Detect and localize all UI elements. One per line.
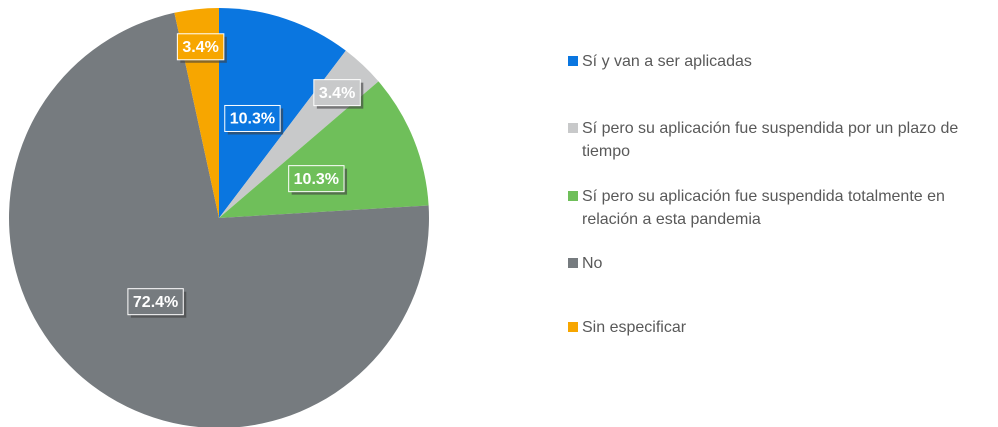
legend-label: Sí pero su aplicación fue suspendida por… bbox=[582, 120, 959, 160]
data-label-group: 72.4% bbox=[127, 288, 187, 318]
data-label-group: 3.4% bbox=[313, 79, 364, 109]
pie-slice bbox=[9, 12, 429, 427]
pie-slice bbox=[219, 81, 429, 218]
data-label: 3.4% bbox=[319, 85, 355, 102]
legend-swatch bbox=[568, 258, 578, 268]
legend-label: Sí y van a ser aplicadas bbox=[582, 53, 752, 70]
data-label: 10.3% bbox=[294, 171, 339, 188]
data-label-box bbox=[288, 165, 345, 193]
data-label-box bbox=[176, 33, 225, 61]
legend-label: Sin especificar bbox=[582, 319, 687, 336]
legend-item: Sin especificar bbox=[568, 316, 988, 339]
legend-swatch bbox=[568, 56, 578, 66]
legend-item: Sí pero su aplicación fue suspendida tot… bbox=[568, 185, 988, 231]
data-label-box bbox=[313, 79, 361, 107]
data-label-group: 3.4% bbox=[176, 33, 227, 63]
data-label: 10.3% bbox=[230, 111, 275, 128]
data-label: 72.4% bbox=[133, 294, 178, 311]
data-label: 3.4% bbox=[182, 39, 218, 56]
data-label-group: 10.3% bbox=[288, 165, 348, 195]
legend-swatch bbox=[568, 123, 578, 133]
legend-swatch bbox=[568, 191, 578, 201]
data-label-group: 10.3% bbox=[224, 104, 284, 135]
legend-item: Sí pero su aplicación fue suspendida por… bbox=[568, 117, 988, 163]
legend-swatch bbox=[568, 322, 578, 332]
legend-item: No bbox=[568, 252, 988, 275]
data-label-box bbox=[224, 104, 281, 132]
legend-label: No bbox=[582, 255, 603, 272]
legend-label: Sí pero su aplicación fue suspendida tot… bbox=[582, 188, 945, 228]
legend-item: Sí y van a ser aplicadas bbox=[568, 50, 988, 73]
data-label-box bbox=[127, 288, 184, 316]
